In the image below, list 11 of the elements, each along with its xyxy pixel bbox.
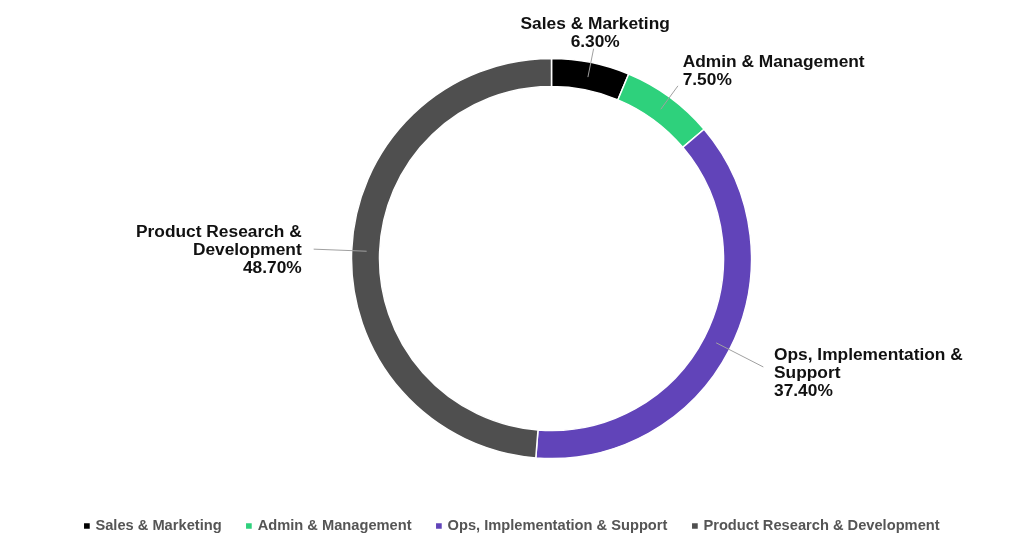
legend-label: Admin & Management: [257, 517, 412, 533]
slice-label: Admin & Management: [682, 51, 865, 72]
slice-label: Product Research & Development: [136, 220, 302, 259]
legend-label: Sales & Marketing: [95, 517, 222, 533]
data-label: 6.30%: [570, 30, 620, 51]
data-label: 37.40%: [774, 380, 833, 401]
data-label: 7.50%: [682, 69, 732, 90]
legend-label: Product Research & Development: [703, 517, 940, 533]
legend-label: Ops, Implementation & Support: [447, 517, 668, 533]
slice-label: Sales & Marketing: [520, 12, 670, 33]
slice-label: Ops, Implementation & Support: [774, 344, 963, 383]
